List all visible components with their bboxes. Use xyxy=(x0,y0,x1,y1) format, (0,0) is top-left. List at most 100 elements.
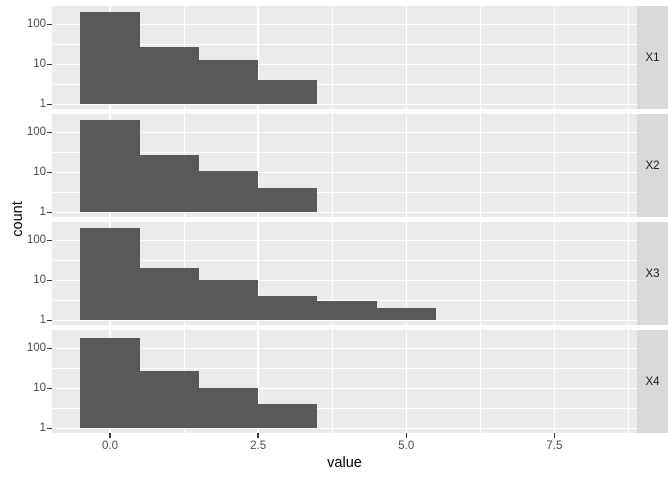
gridline-major-y xyxy=(52,319,637,322)
y-tick-mark xyxy=(47,103,52,106)
histogram-bar xyxy=(258,80,318,105)
gridline-major-x xyxy=(257,330,259,433)
y-tick-label: 10 xyxy=(33,166,46,179)
y-tick-label: 1 xyxy=(39,314,46,327)
gridline-minor-y xyxy=(52,83,637,85)
gridline-major-y xyxy=(52,427,637,430)
histogram-bar xyxy=(80,120,140,213)
gridline-major-x xyxy=(553,330,556,433)
histogram-bar xyxy=(317,301,377,321)
facet-panel xyxy=(52,6,637,109)
histogram-bar xyxy=(376,308,436,321)
histogram-bar xyxy=(80,228,140,321)
histogram-bar xyxy=(258,188,318,213)
y-tick-label: 100 xyxy=(26,234,46,247)
gridline-major-x xyxy=(553,114,556,217)
histogram-bar xyxy=(258,404,318,429)
facet-strip: X1 xyxy=(637,6,668,109)
y-tick-mark xyxy=(47,211,52,214)
gridline-major-y xyxy=(52,211,637,214)
gridline-major-y xyxy=(52,347,637,350)
histogram-bar xyxy=(80,337,140,429)
gridline-major-y xyxy=(52,279,637,282)
histogram-bar xyxy=(198,59,259,105)
gridline-major-y xyxy=(52,171,637,174)
gridline-minor-y xyxy=(52,259,637,261)
gridline-minor-y xyxy=(52,43,637,45)
facet-panel xyxy=(52,222,637,325)
gridline-minor-x xyxy=(479,6,481,109)
x-tick-label: 7.5 xyxy=(546,440,563,452)
gridline-major-x xyxy=(553,222,556,325)
y-tick-label: 1 xyxy=(39,422,46,435)
facet-strip: X4 xyxy=(637,330,668,433)
x-tick-mark xyxy=(257,433,259,438)
histogram-bar xyxy=(80,11,140,105)
histogram-bar xyxy=(139,154,199,213)
gridline-major-y xyxy=(52,131,637,134)
facet-panel xyxy=(52,330,637,433)
gridline-major-x xyxy=(405,6,407,109)
gridline-minor-x xyxy=(479,222,481,325)
y-tick-mark xyxy=(47,347,52,350)
gridline-minor-y xyxy=(52,367,637,369)
histogram-bar xyxy=(139,46,199,105)
gridline-major-y xyxy=(52,23,637,26)
gridline-major-y xyxy=(52,63,637,66)
histogram-bar xyxy=(198,388,259,429)
histogram-bar xyxy=(139,371,199,429)
histogram-bar xyxy=(198,170,259,213)
gridline-minor-y xyxy=(52,151,637,153)
y-tick-label: 100 xyxy=(26,126,46,139)
y-tick-mark xyxy=(47,427,52,430)
gridline-minor-x xyxy=(479,330,481,433)
x-tick-mark xyxy=(109,433,111,438)
y-tick-label: 10 xyxy=(33,382,46,395)
y-tick-label: 1 xyxy=(39,98,46,111)
gridline-minor-x xyxy=(627,6,629,109)
y-tick-mark xyxy=(47,387,52,390)
gridline-major-y xyxy=(52,103,637,106)
y-tick-label: 10 xyxy=(33,274,46,287)
histogram-bar xyxy=(139,267,199,321)
gridline-major-x xyxy=(405,330,407,433)
gridline-major-x xyxy=(257,114,259,217)
gridline-minor-x xyxy=(479,114,481,217)
histogram-bar xyxy=(198,280,259,321)
gridline-minor-y xyxy=(52,407,637,409)
y-tick-mark xyxy=(47,23,52,26)
gridline-major-x xyxy=(405,114,407,217)
gridline-minor-y xyxy=(52,191,637,193)
x-tick-mark xyxy=(553,433,556,438)
gridline-minor-x xyxy=(627,114,629,217)
gridline-major-x xyxy=(553,6,556,109)
gridline-major-x xyxy=(257,6,259,109)
facet-strip-label: X1 xyxy=(645,51,660,64)
y-tick-mark xyxy=(47,279,52,282)
gridline-minor-y xyxy=(52,299,637,301)
facet-strip-label: X2 xyxy=(645,159,660,172)
y-tick-mark xyxy=(47,63,52,66)
gridline-minor-x xyxy=(627,222,629,325)
y-tick-label: 1 xyxy=(39,206,46,219)
gridline-minor-x xyxy=(627,330,629,433)
x-tick-label: 2.5 xyxy=(250,440,267,452)
x-tick-mark xyxy=(405,433,407,438)
x-tick-label: 0.0 xyxy=(102,440,118,452)
facet-strip: X3 xyxy=(637,222,668,325)
y-tick-mark xyxy=(47,239,52,242)
gridline-major-y xyxy=(52,387,637,390)
y-tick-label: 100 xyxy=(26,18,46,31)
y-tick-mark xyxy=(47,131,52,134)
gridline-major-x xyxy=(257,222,259,325)
y-tick-mark xyxy=(47,319,52,322)
histogram-bar xyxy=(258,296,318,321)
y-tick-label: 100 xyxy=(26,342,46,355)
facet-panel xyxy=(52,114,637,217)
gridline-minor-x xyxy=(331,330,333,433)
facet-strip-label: X4 xyxy=(645,375,660,388)
x-tick-label: 5.0 xyxy=(398,440,415,452)
x-axis-title: value xyxy=(327,455,362,471)
gridline-minor-x xyxy=(331,114,333,217)
